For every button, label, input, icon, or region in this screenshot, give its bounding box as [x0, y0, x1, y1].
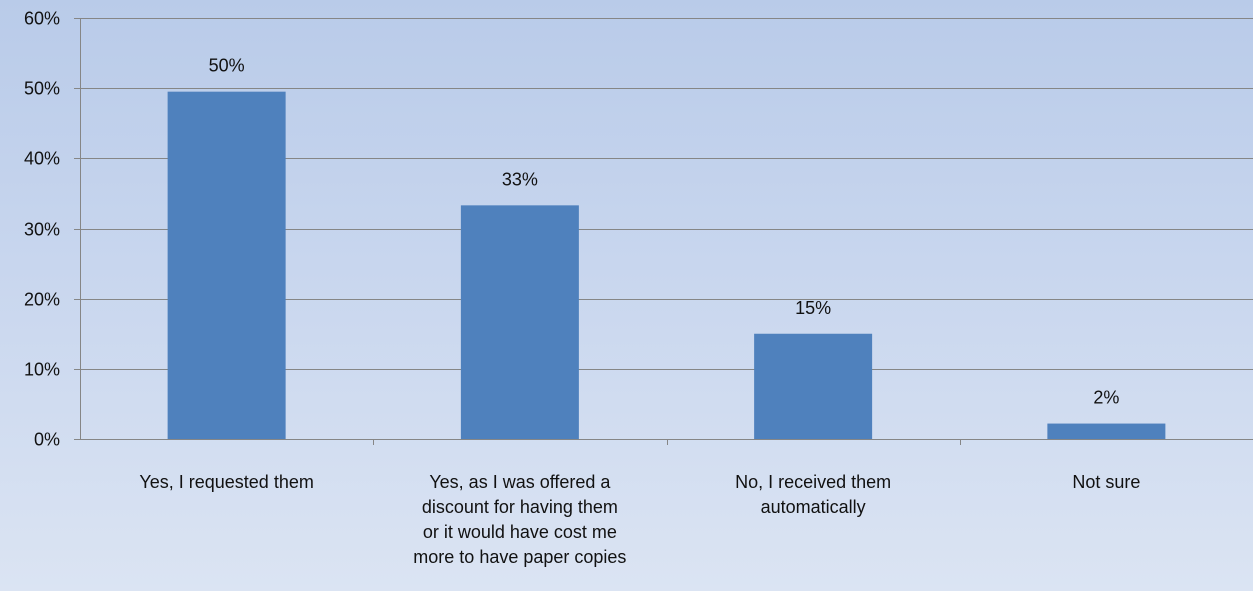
category-labels: Yes, I requested them Yes, as I was offer…: [139, 472, 1140, 567]
category-label: No, I received them: [735, 472, 891, 492]
category-label: or it would have cost me: [423, 522, 617, 542]
data-label: 33%: [502, 169, 538, 189]
bars: [167, 91, 1166, 440]
bar: [460, 205, 579, 439]
y-tick-label: 20%: [24, 290, 60, 310]
y-tick-label: 30%: [24, 220, 60, 240]
y-tick-label: 40%: [24, 149, 60, 169]
data-labels: 50% 33% 15% 2%: [209, 56, 1120, 408]
y-tick-label: 60%: [24, 9, 60, 29]
axes: [74, 18, 1253, 445]
y-axis-tick-labels: 0% 10% 20% 30% 40% 50% 60%: [24, 9, 60, 450]
y-tick-label: 0%: [34, 430, 60, 450]
y-tick-label: 50%: [24, 79, 60, 99]
data-label: 15%: [795, 298, 831, 318]
category-label: Not sure: [1072, 472, 1140, 492]
y-tick-label: 10%: [24, 360, 60, 380]
category-label: Yes, I requested them: [139, 472, 313, 492]
data-label: 2%: [1093, 388, 1119, 408]
category-label: more to have paper copies: [413, 547, 626, 567]
category-label: automatically: [761, 497, 866, 517]
bar: [167, 91, 286, 440]
bar: [1047, 423, 1166, 439]
bar: [754, 333, 873, 439]
category-label: discount for having them: [422, 497, 618, 517]
data-label: 50%: [209, 56, 245, 76]
category-label: Yes, as I was offered a: [429, 472, 611, 492]
